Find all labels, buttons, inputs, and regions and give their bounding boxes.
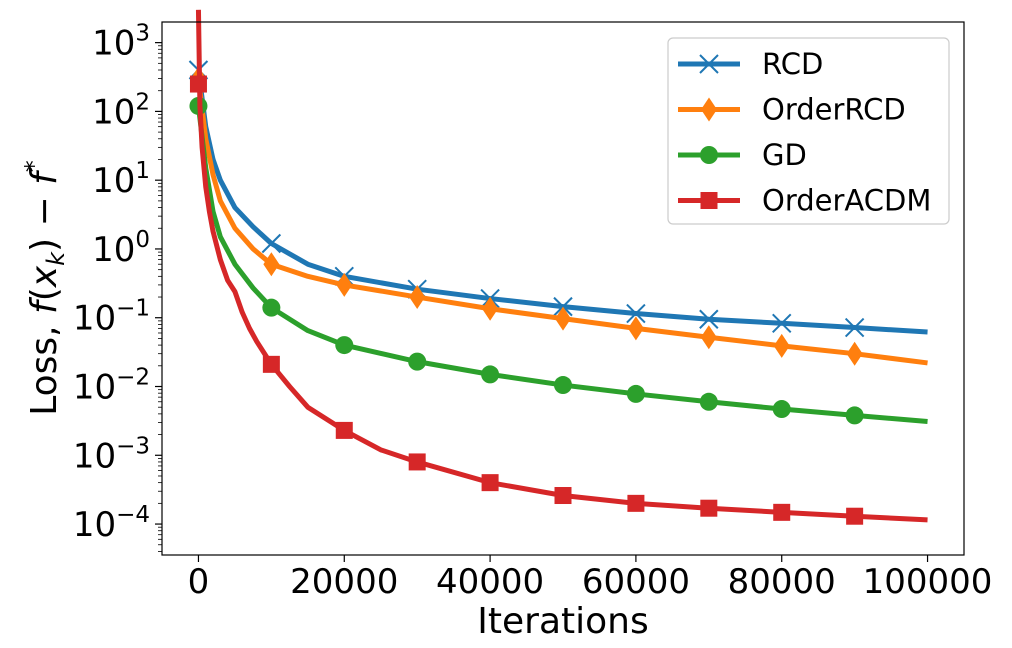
x-axis-ticks: 0 20000 40000 60000 80000 100000 xyxy=(188,555,993,602)
y-tick-label: 102 xyxy=(92,89,150,132)
legend-label-orderrcd: OrderRCD xyxy=(762,93,906,127)
data-point-orderacdm xyxy=(554,487,572,505)
legend-marker-orderrcd xyxy=(701,97,717,122)
data-point-rcd xyxy=(772,313,792,334)
data-point-orderrcd xyxy=(846,341,863,366)
legend: RCD OrderRCD GD OrderACDM xyxy=(667,37,950,225)
data-point-gd xyxy=(699,392,718,411)
series-gd xyxy=(189,96,928,425)
legend-label-rcd: RCD xyxy=(762,47,823,81)
y-axis-label: Loss, f(xk) − f* xyxy=(20,160,70,416)
data-point-orderrcd xyxy=(555,306,571,331)
y-tick-label: 103 xyxy=(92,21,150,64)
legend-frame xyxy=(667,37,950,225)
data-point-gd xyxy=(772,400,791,419)
legend-label-gd: GD xyxy=(762,138,807,172)
data-point-orderrcd xyxy=(627,316,644,341)
data-point-rcd xyxy=(553,296,573,317)
x-tick-label: 100000 xyxy=(863,562,993,602)
data-point-gd xyxy=(262,298,281,317)
data-point-orderacdm xyxy=(408,453,426,471)
data-point-rcd xyxy=(261,233,282,254)
data-point-gd xyxy=(626,384,645,403)
data-point-orderrcd xyxy=(336,272,353,297)
x-tick-label: 20000 xyxy=(290,562,398,602)
y-tick-label: 100 xyxy=(92,227,150,270)
data-point-orderacdm xyxy=(700,499,718,517)
legend-marker-rcd xyxy=(699,54,719,74)
legend-label-orderacdm: OrderACDM xyxy=(762,184,931,218)
x-tick-label: 80000 xyxy=(728,562,836,602)
y-tick-label: 10−3 xyxy=(73,433,150,476)
data-point-orderrcd xyxy=(409,285,426,310)
data-point-rcd xyxy=(699,309,719,329)
data-point-rcd xyxy=(626,303,646,324)
data-point-gd xyxy=(335,336,354,355)
legend-marker-gd xyxy=(700,146,718,164)
data-point-orderacdm xyxy=(335,421,353,439)
data-point-orderacdm xyxy=(481,474,499,492)
data-point-gd xyxy=(481,365,500,384)
x-tick-label: 60000 xyxy=(582,562,690,602)
x-tick-label: 40000 xyxy=(436,562,544,602)
x-tick-label: 0 xyxy=(188,562,210,602)
legend-entry-orderacdm: OrderACDM xyxy=(678,184,931,218)
legend-marker-orderacdm xyxy=(700,192,718,209)
data-point-gd xyxy=(845,406,864,425)
data-point-orderrcd xyxy=(700,325,717,350)
legend-entry-gd: GD xyxy=(678,138,807,172)
x-axis-label: Iterations xyxy=(477,601,648,642)
series-orderacdm xyxy=(189,9,928,525)
data-point-orderacdm xyxy=(262,355,280,373)
plot-frame xyxy=(161,21,965,556)
data-point-gd xyxy=(554,376,572,395)
y-axis-ticks: 103 102 101 100 10−1 10−2 10−3 10−4 xyxy=(73,21,162,552)
y-tick-label: 101 xyxy=(92,158,150,201)
series-orderrcd xyxy=(190,66,928,366)
data-point-rcd xyxy=(844,317,865,338)
y-tick-label: 10−1 xyxy=(73,296,150,339)
legend-entry-rcd: RCD xyxy=(678,47,823,81)
data-point-orderacdm xyxy=(846,507,864,525)
data-point-orderacdm xyxy=(189,75,207,93)
legend-entries: RCD OrderRCD GD OrderACDM xyxy=(678,47,931,218)
y-tick-label: 10−4 xyxy=(73,502,150,545)
data-point-orderacdm xyxy=(627,494,645,512)
data-point-orderacdm xyxy=(773,503,791,521)
series-layer xyxy=(188,9,928,525)
data-point-orderrcd xyxy=(263,252,280,277)
y-tick-label: 10−2 xyxy=(73,365,150,408)
legend-entry-orderrcd: OrderRCD xyxy=(678,93,906,127)
data-point-orderrcd xyxy=(773,333,790,358)
data-point-orderrcd xyxy=(482,296,499,321)
data-point-gd xyxy=(408,352,427,371)
